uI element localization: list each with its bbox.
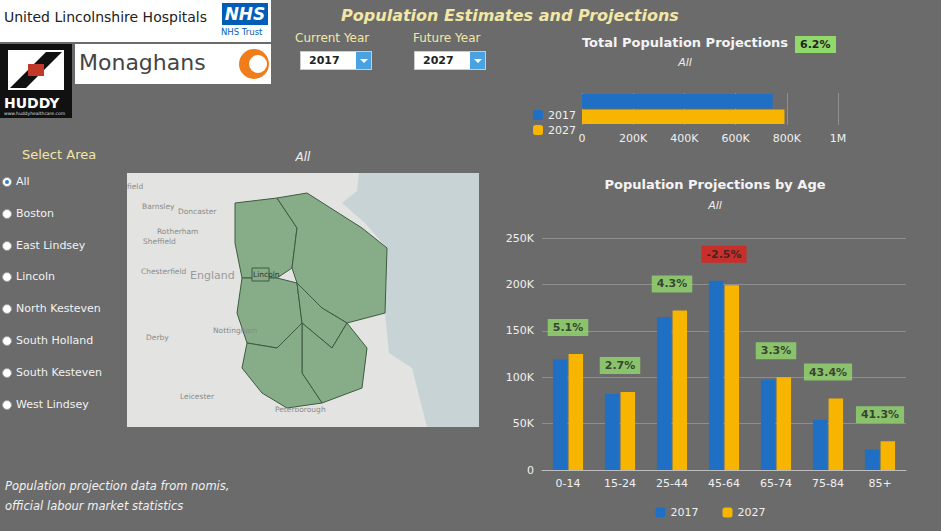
html-text:West Lindsey: West Lindsey: [16, 397, 89, 411]
html-text:United Lincolnshire Hospitals: United Lincolnshire Hospitals: [4, 9, 207, 25]
html-text:2017: 2017: [309, 54, 340, 67]
svg-text:75-84: 75-84: [812, 477, 844, 490]
html-text:East Lindsey: East Lindsey: [16, 238, 86, 252]
svg-text:400K: 400K: [670, 132, 699, 145]
svg-text:85+: 85+: [868, 477, 891, 490]
svg-text:0-14: 0-14: [556, 477, 581, 490]
html-text:HUDDY: HUDDY: [4, 95, 60, 111]
html-text:Future Year: Future Year: [413, 31, 481, 45]
svg-text:0: 0: [527, 464, 534, 477]
html-text:Population Projections by Age: Population Projections by Age: [604, 177, 826, 192]
svg-text:200K: 200K: [619, 132, 648, 145]
svg-text:2017: 2017: [671, 506, 699, 519]
html-text:Chesterfield England: Chesterfield England: [141, 267, 235, 282]
html-text:Rotherham: Rotherham: [157, 227, 199, 236]
html-text:Sheffield: Sheffield: [143, 237, 176, 246]
html-text:South Kesteven: South Kesteven: [16, 365, 102, 379]
html-text:Current Year: Current Year: [295, 31, 370, 45]
html-text:Doncaster: Doncaster: [178, 207, 217, 216]
svg-text:45-64: 45-64: [708, 477, 740, 490]
svg-text:200K: 200K: [506, 278, 535, 291]
svg-text:0: 0: [579, 132, 586, 145]
html-text:All: All: [708, 199, 722, 212]
svg-text:65-74: 65-74: [760, 477, 792, 490]
html-text:official labour market statist: official labour market statistics: [5, 499, 184, 513]
html-text:Monaghans: Monaghans: [79, 50, 206, 75]
svg-text:2017: 2017: [548, 109, 576, 122]
html-text:NHS: NHS: [224, 4, 266, 24]
html-text:All: All: [16, 175, 30, 188]
svg-text:250K: 250K: [506, 232, 535, 245]
html-text:NHS Trust: NHS Trust: [221, 27, 263, 37]
svg-text:2027: 2027: [738, 506, 766, 519]
svg-text:43.4%: 43.4%: [809, 366, 847, 379]
svg-text:4.3%: 4.3%: [657, 277, 688, 290]
html-text:Derby: Derby: [146, 333, 169, 342]
svg-text:5.1%: 5.1%: [553, 321, 584, 334]
html-text:Lincoln: Lincoln: [16, 270, 55, 284]
svg-text:1M: 1M: [830, 132, 847, 145]
svg-text:800K: 800K: [773, 132, 802, 145]
html-text:Lincoln: Lincoln: [253, 270, 280, 279]
svg-text:2.7%: 2.7%: [605, 359, 636, 372]
html-text:2027: 2027: [423, 54, 454, 67]
svg-text:-2.5%: -2.5%: [706, 248, 741, 261]
html-text:All: All: [678, 56, 692, 69]
svg-text:2027: 2027: [548, 124, 576, 137]
html-text:Leicester: Leicester: [180, 392, 214, 401]
html-text:Peterborough: Peterborough: [275, 405, 326, 414]
html-text:www.huddyhealthcare.com: www.huddyhealthcare.com: [4, 111, 66, 116]
html-text:Boston: Boston: [16, 206, 54, 220]
html-text:Barnsley: Barnsley: [142, 202, 175, 211]
svg-text:50K: 50K: [513, 417, 535, 430]
svg-text:600K: 600K: [721, 132, 750, 145]
html-text:Nottingham: Nottingham: [213, 326, 258, 335]
svg-text:100K: 100K: [506, 371, 535, 384]
html-text:6.2%: 6.2%: [800, 38, 831, 51]
html-text:South Holland: South Holland: [16, 334, 94, 347]
svg-text:15-24: 15-24: [604, 477, 636, 490]
html-text:Population projection data fro: Population projection data from nomis,: [5, 479, 230, 493]
svg-text:25-44: 25-44: [656, 477, 688, 490]
svg-text:150K: 150K: [506, 324, 535, 337]
html-text:field: field: [127, 182, 144, 191]
html-text:Total Population Projections: Total Population Projections: [581, 35, 789, 50]
html-text:North Kesteven: North Kesteven: [16, 302, 101, 316]
html-text:Select Area: Select Area: [22, 147, 97, 162]
html-text:Population Estimates and Proje: Population Estimates and Projections: [341, 6, 679, 25]
html-text:All: All: [295, 150, 311, 164]
svg-text:41.3%: 41.3%: [861, 408, 899, 421]
svg-text:3.3%: 3.3%: [761, 344, 792, 357]
